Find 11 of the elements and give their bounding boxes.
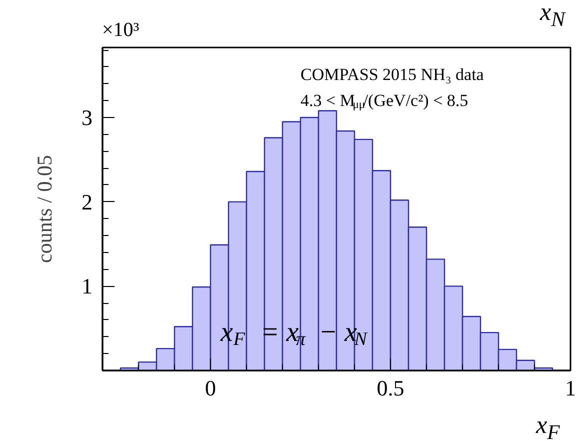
text: ×10³ — [102, 19, 140, 41]
y-tick-label: 3 — [82, 104, 92, 130]
y-tick-label: 1 — [82, 274, 92, 299]
text: x$_{F}$ — [536, 412, 560, 441]
y-axis-title: counts / 0.05 — [32, 155, 56, 263]
text: x$_{N}$ — [540, 0, 566, 31]
y-tick-label: 2 — [82, 189, 92, 214]
x-tick-label: 0 — [205, 376, 216, 400]
x-tick-label: 0.5 — [376, 376, 404, 400]
annotation: COMPASS 2015 NH₃ data — [300, 64, 484, 84]
x-tick-label: 1 — [565, 376, 576, 400]
